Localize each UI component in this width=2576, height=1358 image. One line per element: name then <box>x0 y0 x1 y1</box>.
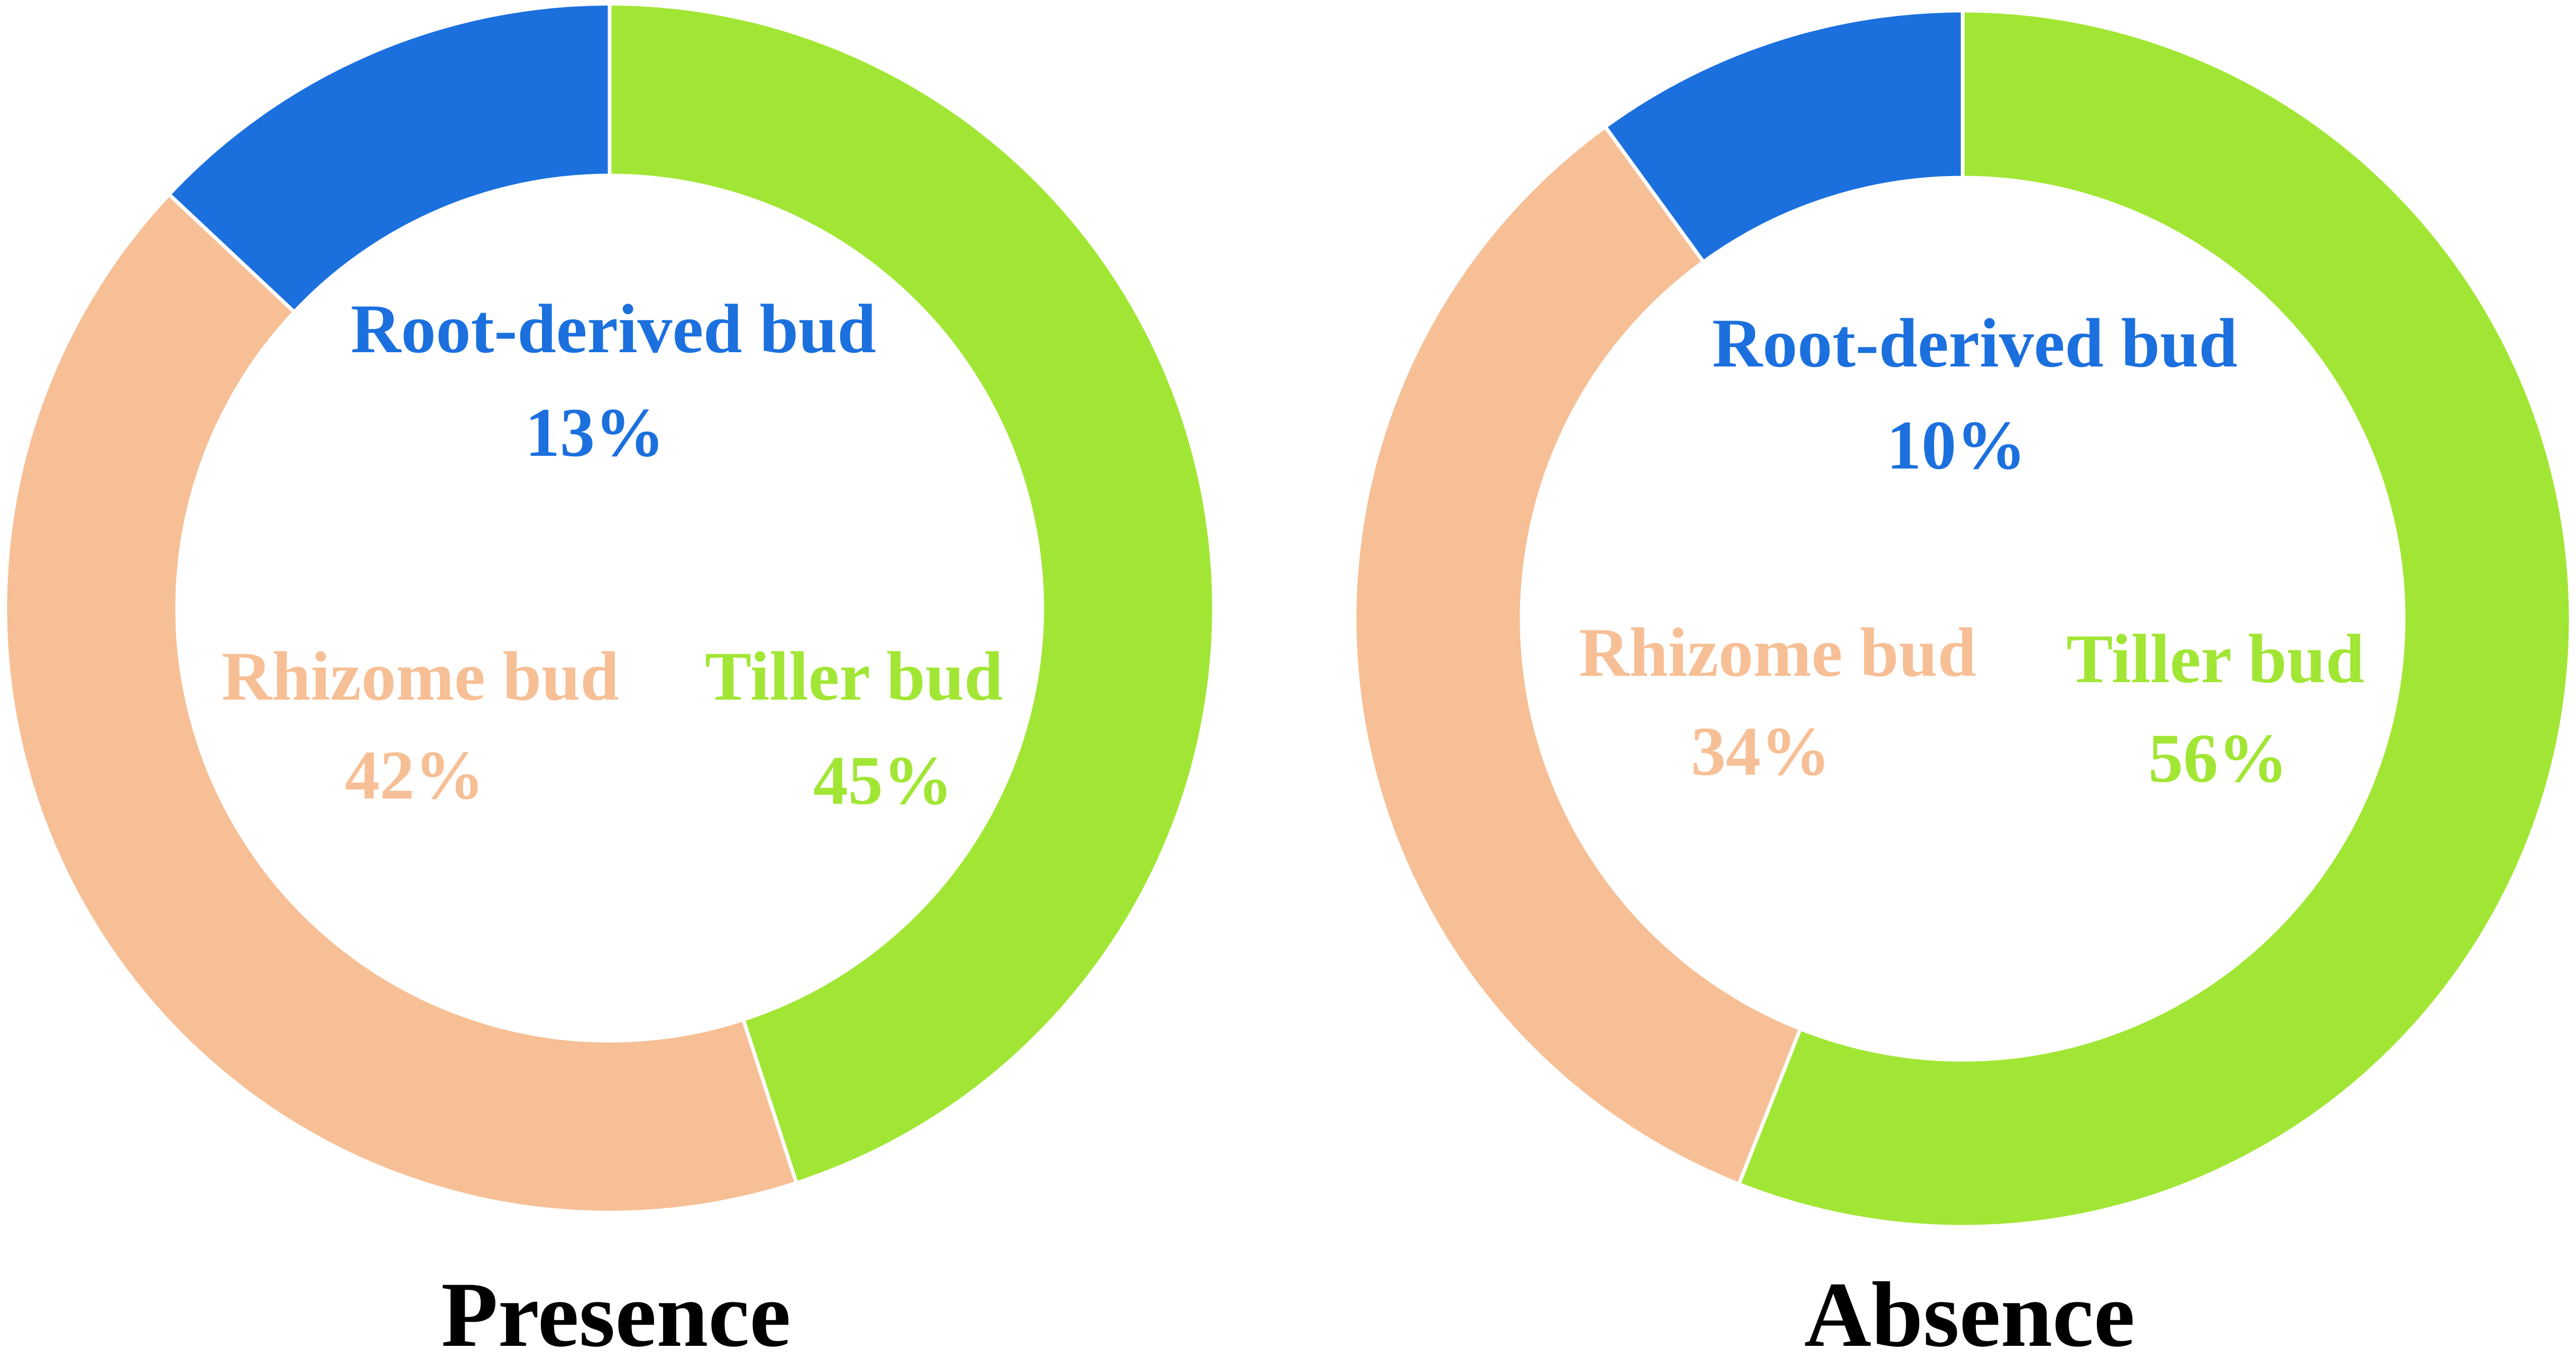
absence-tiller-bud-label: Tiller bud <box>2066 620 2365 698</box>
presence-title: Presence <box>441 1263 790 1358</box>
absence-slice-tiller-bud <box>1737 8 2573 1229</box>
absence-slice-root-derived-bud <box>1603 8 1965 264</box>
presence-slice-root-derived-bud <box>167 2 612 314</box>
absence-rhizome-bud-label: Rhizome bud <box>1579 613 1976 691</box>
absence-title: Absence <box>1804 1263 2135 1358</box>
presence-root-derived-bud-value: 13% <box>525 393 665 471</box>
absence-tiller-bud-value: 56% <box>2148 719 2288 797</box>
presence-slice-rhizome-bud <box>3 192 798 1215</box>
presence-tiller-bud-value: 45% <box>813 741 953 819</box>
absence-root-derived-bud-value: 10% <box>1887 406 2026 484</box>
presence-rhizome-bud-value: 42% <box>345 736 484 814</box>
absence-rhizome-bud-value: 34% <box>1691 712 1830 790</box>
donut-chart-absence: Root-derived bud 10% Rhizome bud 34% Til… <box>1353 8 2573 1358</box>
absence-slices <box>1353 8 2573 1229</box>
absence-root-derived-bud-label: Root-derived bud <box>1712 304 2238 382</box>
absence-slice-rhizome-bud <box>1353 125 1802 1186</box>
presence-slices <box>3 2 1216 1215</box>
presence-root-derived-bud-label: Root-derived bud <box>351 290 876 368</box>
presence-slice-tiller-bud <box>608 2 1216 1185</box>
donut-chart-presence: Root-derived bud 13% Rhizome bud 42% Til… <box>3 2 1216 1358</box>
presence-rhizome-bud-label: Rhizome bud <box>222 637 619 715</box>
presence-tiller-bud-label: Tiller bud <box>705 637 1003 715</box>
